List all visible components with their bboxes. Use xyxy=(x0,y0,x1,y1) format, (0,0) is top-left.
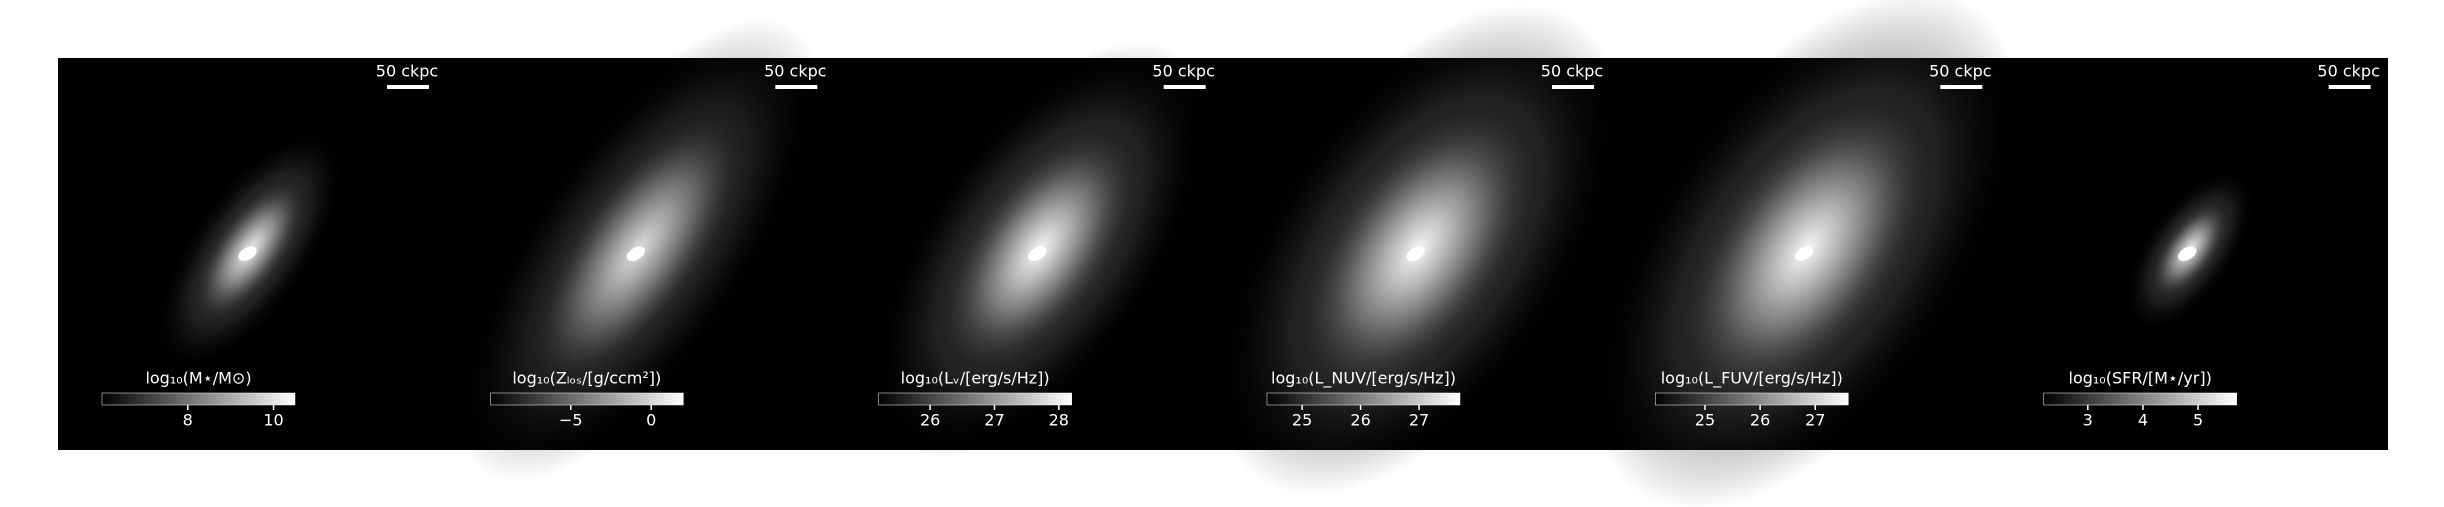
colorbar xyxy=(1266,392,1461,406)
colorbar-tick-label: 4 xyxy=(2138,411,2148,430)
panel: 50 ckpc log₁₀(SFR/[M⋆/yr]) 3 4 5 xyxy=(2043,62,2380,430)
colorbar-tick-label: 25 xyxy=(1695,411,1715,430)
colorbar-label: log₁₀(SFR/[M⋆/yr]) xyxy=(2069,369,2212,388)
panel: 50 ckpc log₁₀(Zₗₒₛ/[g/ccm²]) −5 0 xyxy=(457,18,827,482)
colorbar-tick-label: 26 xyxy=(920,411,940,430)
colorbar-label: log₁₀(L_FUV/[erg/s/Hz]) xyxy=(1661,369,1843,389)
scale-bar xyxy=(1163,85,1206,89)
colorbar-label: log₁₀(Lᵥ/[erg/s/Hz]) xyxy=(901,369,1050,388)
colorbar-tick-label: 28 xyxy=(1049,411,1069,430)
colorbar-tick-label: 27 xyxy=(984,411,1004,430)
scale-bar xyxy=(1940,85,1983,89)
galaxy-core xyxy=(1406,246,1425,261)
colorbar-tick-label: 10 xyxy=(263,411,283,430)
scale-bar-label: 50 ckpc xyxy=(1152,62,1214,81)
colorbar xyxy=(878,392,1072,406)
galaxy-core xyxy=(1028,246,1047,261)
colorbar-tick-label: 5 xyxy=(2193,411,2203,430)
scale-bar-label: 50 ckpc xyxy=(2317,62,2379,81)
colorbar xyxy=(1655,392,1849,406)
colorbar xyxy=(101,392,296,406)
colorbar-tick-label: 8 xyxy=(183,411,193,430)
scale-bar-label: 50 ckpc xyxy=(376,62,438,81)
colorbar xyxy=(490,392,684,406)
colorbar-label: log₁₀(L_NUV/[erg/s/Hz]) xyxy=(1271,369,1456,389)
colorbar-tick-label: 25 xyxy=(1292,411,1312,430)
galaxy-core xyxy=(238,246,257,261)
panel: 50 ckpc log₁₀(L_FUV/[erg/s/Hz]) 25 26 27 xyxy=(1591,0,2021,507)
galaxy-core xyxy=(1794,246,1814,261)
galaxy-core xyxy=(2178,246,2197,261)
scale-bar-label: 50 ckpc xyxy=(1541,62,1603,81)
scale-bar xyxy=(775,85,818,89)
scale-bar xyxy=(2328,85,2371,89)
scale-bar xyxy=(1552,85,1594,89)
scale-bar-label: 50 ckpc xyxy=(1929,62,1991,81)
colorbar-tick-label: 27 xyxy=(1805,411,1825,430)
colorbar-label: log₁₀(M⋆/M⊙) xyxy=(145,369,251,388)
colorbar-label: log₁₀(Zₗₒₛ/[g/ccm²]) xyxy=(512,369,661,388)
colorbar xyxy=(2043,392,2237,406)
colorbar-tick-label: 26 xyxy=(1350,411,1370,430)
colorbar-tick-label: 0 xyxy=(646,411,656,430)
panel: 50 ckpc log₁₀(M⋆/M⊙) 8 10 xyxy=(101,62,438,430)
colorbar-tick-label: −5 xyxy=(559,411,583,430)
colorbar-tick-label: 26 xyxy=(1750,411,1770,430)
scale-bar xyxy=(387,85,429,89)
panel: 50 ckpc log₁₀(L_NUV/[erg/s/Hz]) 25 26 27 xyxy=(1214,4,1622,496)
colorbar-tick-label: 3 xyxy=(2083,411,2093,430)
galaxy-core xyxy=(626,246,646,261)
scale-bar-label: 50 ckpc xyxy=(764,62,826,81)
panel: 50 ckpc log₁₀(Lᵥ/[erg/s/Hz]) 26 27 28 xyxy=(870,41,1215,459)
colorbar-tick-label: 27 xyxy=(1409,411,1429,430)
